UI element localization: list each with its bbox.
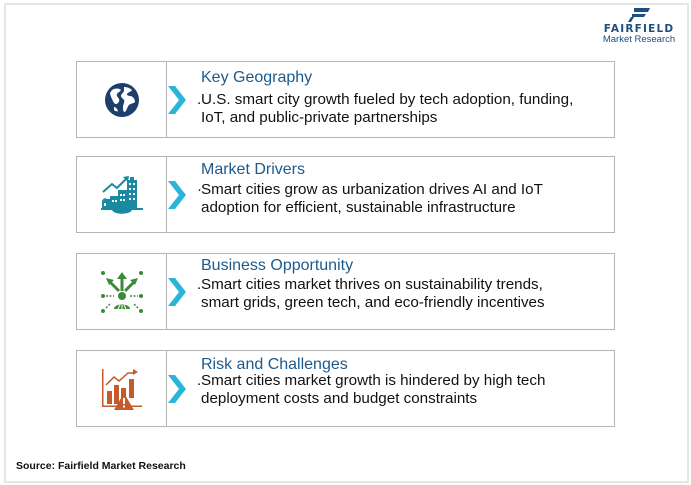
card-text-line2: smart grids, green tech, and eco-friendl… [201, 294, 545, 311]
globe-icon [104, 82, 139, 117]
fairfield-mark-icon [628, 8, 650, 22]
card-title: Key Geography [201, 69, 313, 86]
card-key-geography: Key Geography .U.S. smart city growth fu… [76, 61, 615, 138]
source-caption: Source: Fairfield Market Research [16, 460, 186, 472]
bullet: · [197, 181, 203, 198]
bullet: . [197, 276, 202, 293]
card-title: Business Opportunity [201, 257, 354, 274]
card-text-line1: U.S. smart city growth fueled by tech ad… [201, 91, 574, 108]
card-text-line1: Smart cities market growth is hindered b… [201, 372, 546, 389]
card-risk-and-challenges: Risk and Challenges .Smart cities market… [76, 350, 615, 427]
opportunity-arrows-icon [100, 270, 143, 313]
card-description: .Smart cities market growth is hindered … [197, 372, 617, 408]
icon-cell [77, 62, 167, 137]
risk-chart-warning-icon [101, 368, 142, 410]
icon-cell [77, 254, 167, 329]
bullet: . [197, 372, 202, 389]
card-description: .U.S. smart city growth fueled by tech a… [197, 91, 617, 127]
card-description: .Smart cities market thrives on sustaina… [197, 276, 617, 312]
card-business-opportunity: Business Opportunity .Smart cities marke… [76, 253, 615, 330]
chevron-right-icon [168, 180, 186, 209]
card-text-line1: Smart cities grow as urbanization drives… [201, 181, 543, 198]
bullet: . [197, 91, 202, 108]
chevron-right-icon [168, 85, 186, 114]
icon-cell [77, 157, 167, 232]
icon-cell [77, 351, 167, 426]
card-text-line2: IoT, and public-private partnerships [201, 109, 438, 126]
card-text-line2: adoption for efficient, sustainable infr… [201, 199, 516, 216]
card-market-drivers: Market Drivers ·Smart cities grow as urb… [76, 156, 615, 233]
card-text-line1: Smart cities market thrives on sustainab… [201, 276, 543, 293]
fairfield-logo: FAIRFIELD Market Research [594, 8, 684, 48]
chevron-right-icon [168, 374, 186, 403]
logo-subtitle: Market Research [602, 34, 676, 45]
card-text-line2: deployment costs and budget constraints [201, 390, 478, 407]
card-title: Market Drivers [201, 161, 306, 178]
chevron-right-icon [168, 277, 186, 306]
card-description: ·Smart cities grow as urbanization drive… [197, 181, 617, 217]
card-title: Risk and Challenges [201, 356, 348, 373]
logo-name: FAIRFIELD [603, 23, 675, 35]
city-growth-icon [100, 175, 143, 214]
